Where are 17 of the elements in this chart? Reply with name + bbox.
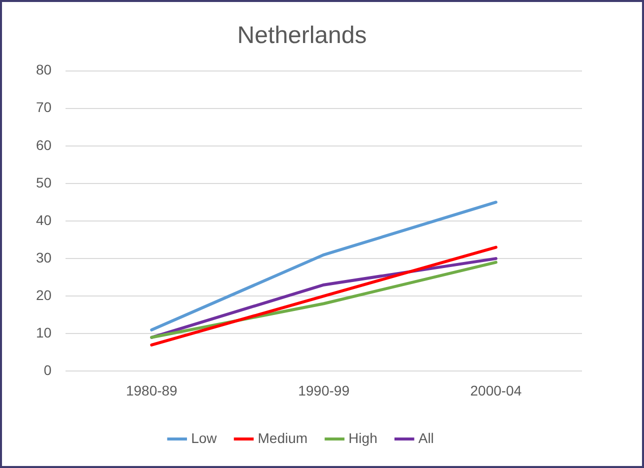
legend-label: All bbox=[418, 430, 434, 446]
x-tick-label: 1990-99 bbox=[298, 382, 350, 398]
y-tick-label: 70 bbox=[36, 99, 52, 116]
y-tick-label: 10 bbox=[36, 324, 52, 341]
y-tick-label: 20 bbox=[36, 286, 52, 303]
y-tick-label: 80 bbox=[36, 62, 52, 78]
y-tick-label: 0 bbox=[44, 362, 52, 378]
legend-label: Low bbox=[191, 430, 218, 446]
y-tick-label: 40 bbox=[36, 212, 52, 228]
x-tick-label: 2000-04 bbox=[470, 382, 522, 398]
legend-label: High bbox=[348, 430, 378, 446]
legend-label: Medium bbox=[258, 430, 308, 446]
y-tick-label: 50 bbox=[36, 174, 52, 190]
y-tick-label: 60 bbox=[36, 136, 52, 153]
x-tick-label: 1980-89 bbox=[126, 382, 178, 398]
y-tick-label: 30 bbox=[36, 249, 52, 266]
chart-title: Netherlands bbox=[237, 22, 367, 50]
